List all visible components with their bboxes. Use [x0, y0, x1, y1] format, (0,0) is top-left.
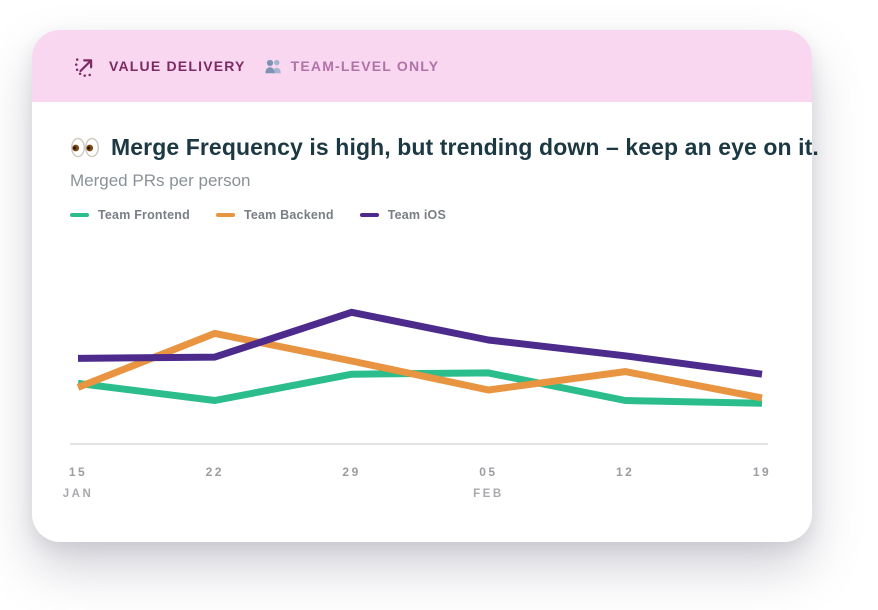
legend-swatch-team-ios: [359, 212, 379, 218]
chart-subtitle: Merged PRs per person: [70, 171, 251, 190]
x-tick-22: 22: [206, 465, 224, 479]
x-tick-19: 19: [753, 465, 771, 479]
eyes-icon: [70, 137, 100, 158]
x-tick-month: JAN: [62, 488, 94, 500]
x-tick-12: 12: [616, 465, 634, 479]
legend-item-team-frontend[interactable]: Team Frontend: [70, 208, 190, 222]
insight-card: VALUE DELIVERY TEAM-LEVEL ONLY: [32, 30, 819, 542]
category-label: VALUE DELIVERY: [109, 58, 246, 74]
x-tick-day: 19: [752, 465, 772, 479]
insight-title-text: Merge Frequency is high, but trending do…: [111, 134, 819, 160]
merge-frequency-chart[interactable]: [70, 274, 768, 454]
scope-label: TEAM-LEVEL ONLY: [290, 58, 440, 74]
card-body: Merge Frequency is high, but trending do…: [32, 102, 819, 521]
x-tick-jan-15: 15 JAN: [63, 465, 94, 500]
card-header: VALUE DELIVERY TEAM-LEVEL ONLY: [32, 30, 812, 102]
legend-swatch-team-backend: [215, 212, 235, 218]
legend-item-team-ios[interactable]: Team iOS: [359, 208, 447, 222]
x-tick-29: 29: [342, 465, 360, 479]
x-tick-month: FEB: [473, 488, 504, 500]
legend-label: Team Frontend: [98, 208, 190, 222]
legend-swatch-team-frontend: [70, 212, 89, 218]
legend-item-team-backend[interactable]: Team Backend: [215, 208, 334, 222]
series-line-team-ios[interactable]: [77, 308, 763, 378]
x-axis-labels: 15 JAN 22 29 05 FEB 12 19: [63, 465, 771, 521]
x-tick-day: 12: [616, 465, 635, 479]
x-tick-day: 15: [68, 465, 88, 479]
legend-label: Team iOS: [387, 208, 447, 222]
x-tick-day: 05: [479, 465, 498, 479]
people-icon: [264, 59, 283, 74]
trend-arrow-icon: [74, 55, 97, 78]
x-tick-feb-05: 05 FEB: [473, 465, 504, 500]
chart-legend: Team Frontend Team Backend Team iOS: [70, 207, 774, 223]
insight-title: Merge Frequency is high, but trending do…: [70, 132, 819, 162]
x-tick-day: 22: [205, 465, 224, 479]
x-tick-day: 29: [342, 465, 361, 479]
legend-label: Team Backend: [243, 208, 334, 222]
series-line-team-backend[interactable]: [76, 329, 763, 402]
chart-area[interactable]: 15 JAN 22 29 05 FEB 12 19: [63, 274, 771, 521]
